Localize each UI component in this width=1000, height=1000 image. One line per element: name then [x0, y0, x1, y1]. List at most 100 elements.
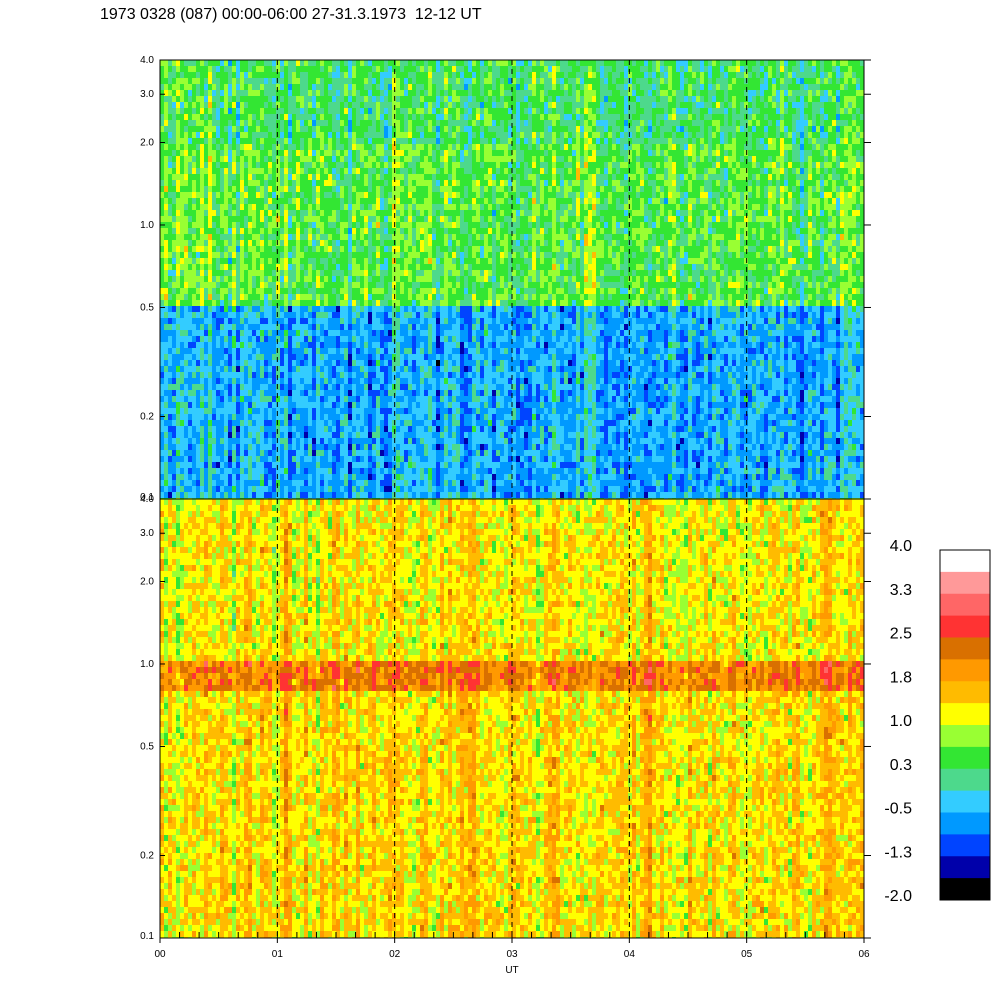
spectrogram-cell — [240, 210, 244, 216]
spectrogram-cell — [196, 60, 200, 66]
spectrogram-cell — [212, 486, 216, 492]
spectrogram-cell — [316, 162, 320, 168]
spectrogram-cell — [376, 480, 380, 486]
spectrogram-cell — [240, 384, 244, 390]
spectrogram-cell — [404, 330, 408, 336]
spectrogram-cell — [244, 366, 248, 372]
spectrogram-cell — [228, 330, 232, 336]
spectrogram-cell — [224, 276, 228, 282]
spectrogram-cell — [272, 336, 276, 342]
spectrogram-cell — [412, 204, 416, 210]
spectrogram-cell — [164, 150, 168, 156]
spectrogram-cell — [412, 96, 416, 102]
spectrogram-cell — [160, 420, 164, 426]
spectrogram-cell — [392, 174, 396, 180]
spectrogram-cell — [356, 168, 360, 174]
spectrogram-cell — [192, 216, 196, 222]
spectrogram-cell — [236, 408, 240, 414]
spectrogram-cell — [416, 384, 420, 390]
spectrogram-cell — [372, 84, 376, 90]
spectrogram-cell — [256, 366, 260, 372]
spectrogram-cell — [276, 186, 280, 192]
spectrogram-cell — [172, 468, 176, 474]
spectrogram-cell — [188, 372, 192, 378]
spectrogram-cell — [304, 108, 308, 114]
spectrogram-cell — [280, 60, 284, 66]
spectrogram-cell — [408, 468, 412, 474]
spectrogram-cell — [280, 468, 284, 474]
spectrogram-cell — [404, 102, 408, 108]
spectrogram-cell — [184, 192, 188, 198]
spectrogram-cell — [400, 288, 404, 294]
spectrogram-cell — [324, 258, 328, 264]
spectrogram-cell — [240, 426, 244, 432]
spectrogram-cell — [224, 378, 228, 384]
spectrogram-cell — [368, 492, 372, 498]
spectrogram-cell — [240, 270, 244, 276]
spectrogram-cell — [372, 318, 376, 324]
spectrogram-cell — [196, 420, 200, 426]
spectrogram-cell — [336, 432, 340, 438]
spectrogram-cell — [376, 486, 380, 492]
spectrogram-cell — [264, 144, 268, 150]
spectrogram-cell — [276, 312, 280, 318]
spectrogram-cell — [304, 378, 308, 384]
spectrogram-cell — [216, 108, 220, 114]
spectrogram-cell — [300, 348, 304, 354]
spectrogram-cell — [196, 342, 200, 348]
spectrogram-cell — [352, 186, 356, 192]
spectrogram-cell — [260, 246, 264, 252]
spectrogram-cell — [232, 276, 236, 282]
spectrogram-cell — [364, 180, 368, 186]
spectrogram-cell — [388, 468, 392, 474]
spectrogram-cell — [280, 336, 284, 342]
spectrogram-cell — [216, 168, 220, 174]
spectrogram-cell — [212, 306, 216, 312]
spectrogram-cell — [208, 312, 212, 318]
spectrogram-cell — [288, 450, 292, 456]
spectrogram-cell — [192, 222, 196, 228]
spectrogram-cell — [412, 222, 416, 228]
spectrogram-cell — [280, 108, 284, 114]
spectrogram-cell — [348, 144, 352, 150]
spectrogram-cell — [248, 330, 252, 336]
spectrogram-cell — [420, 234, 424, 240]
spectrogram-cell — [264, 114, 268, 120]
spectrogram-cell — [208, 210, 212, 216]
spectrogram-cell — [284, 96, 288, 102]
spectrogram-cell — [348, 192, 352, 198]
spectrogram-cell — [232, 408, 236, 414]
spectrogram-cell — [292, 126, 296, 132]
spectrogram-cell — [332, 150, 336, 156]
spectrogram-cell — [208, 474, 212, 480]
spectrogram-cell — [164, 480, 168, 486]
spectrogram-cell — [276, 96, 280, 102]
spectrogram-cell — [256, 474, 260, 480]
spectrogram-cell — [340, 150, 344, 156]
spectrogram-cell — [340, 72, 344, 78]
spectrogram-cell — [352, 192, 356, 198]
spectrogram-cell — [412, 246, 416, 252]
spectrogram-cell — [420, 144, 424, 150]
spectrogram-cell — [256, 234, 260, 240]
spectrogram-cell — [248, 354, 252, 360]
spectrogram-cell — [212, 312, 216, 318]
spectrogram-cell — [364, 198, 368, 204]
spectrogram-cell — [368, 108, 372, 114]
spectrogram-cell — [264, 444, 268, 450]
spectrogram-cell — [316, 426, 320, 432]
spectrogram-cell — [428, 84, 432, 90]
spectrogram-cell — [256, 282, 260, 288]
spectrogram-cell — [272, 144, 276, 150]
spectrogram-cell — [320, 402, 324, 408]
spectrogram-cell — [320, 174, 324, 180]
spectrogram-cell — [324, 330, 328, 336]
spectrogram-cell — [328, 150, 332, 156]
spectrogram-cell — [364, 120, 368, 126]
spectrogram-cell — [216, 144, 220, 150]
spectrogram-cell — [272, 186, 276, 192]
spectrogram-cell — [372, 102, 376, 108]
spectrogram-cell — [188, 342, 192, 348]
spectrogram-cell — [392, 360, 396, 366]
spectrogram-cell — [176, 120, 180, 126]
